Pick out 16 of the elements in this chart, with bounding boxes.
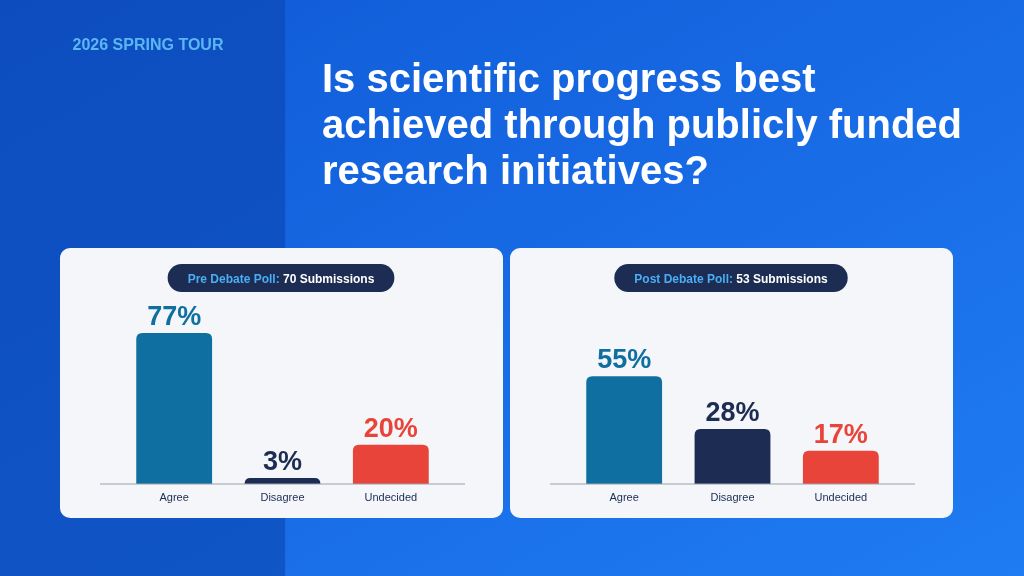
data-label: 3% [262,446,303,477]
x-tick-label: Agree [159,490,189,503]
text: 2026 SPRING TOUR [72,36,224,53]
data-label: 28% [705,397,760,428]
chart-title: Post Debate Poll: 53 Submissions [634,272,829,286]
data-label: 55% [597,344,652,375]
x-tick-label: Disagree [710,490,755,503]
x-tick-label: Undecided [364,490,418,503]
x-tick-label: Agree [609,490,639,503]
data-label: 77% [147,301,202,331]
x-tick-label: Undecided [814,490,868,503]
x-tick-label: Disagree [260,490,305,503]
text: Is scientific progress best achieved through publicly funded research initiatives? [322,56,963,192]
chart-title: Pre Debate Poll: 70 Submissions [187,272,375,286]
data-label: 20% [363,412,418,443]
data-label: 17% [813,418,868,449]
